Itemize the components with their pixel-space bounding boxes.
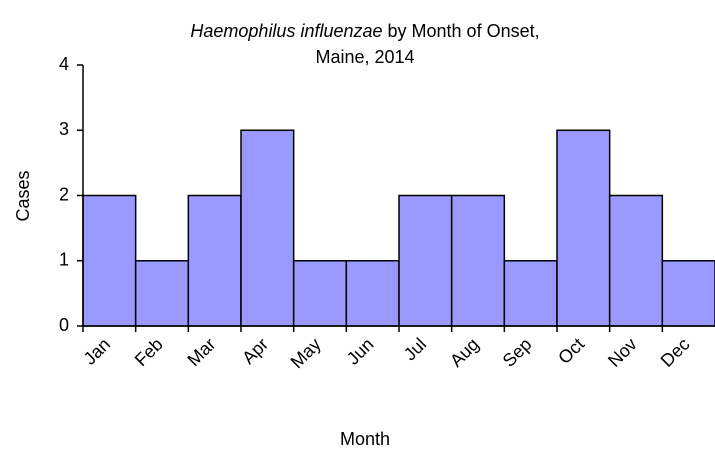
x-tick-label: Apr — [238, 334, 272, 368]
x-tick-label: Feb — [131, 334, 167, 370]
title-italic: Haemophilus influenzae — [190, 21, 382, 41]
x-tick-label: Jan — [80, 334, 115, 369]
y-axis-label: Cases — [13, 170, 33, 221]
bar — [134, 260, 190, 327]
x-tick-label: Dec — [657, 334, 694, 371]
chart-title-line2: Maine, 2014 — [315, 47, 414, 67]
x-tick-label: Mar — [183, 334, 219, 370]
bar — [240, 129, 295, 327]
bar — [187, 194, 242, 327]
x-tick-label: Oct — [554, 334, 588, 368]
x-tick-label: Aug — [446, 334, 483, 371]
x-tick-label: Jul — [400, 334, 430, 364]
bar — [503, 260, 558, 327]
chart-title: Haemophilus influenzae by Month of Onset, — [190, 21, 539, 41]
title-rest: by Month of Onset, — [388, 21, 540, 41]
x-axis-label: Month — [340, 429, 390, 449]
bar — [556, 129, 611, 327]
x-tick-label: Jun — [343, 334, 378, 369]
bar — [608, 194, 664, 327]
x-tick-label: Sep — [499, 334, 536, 371]
y-tick-label: 3 — [59, 119, 69, 139]
bar — [661, 260, 715, 327]
y-tick-label: 2 — [59, 184, 69, 204]
bar — [82, 194, 137, 327]
bar — [345, 260, 400, 327]
bar — [292, 260, 348, 327]
bar — [398, 194, 453, 327]
y-tick-label: 1 — [59, 250, 69, 270]
x-tick-label: May — [287, 334, 325, 372]
y-tick-label: 4 — [59, 54, 69, 74]
y-tick-label: 0 — [59, 315, 69, 335]
x-tick-label: Nov — [604, 334, 641, 371]
bar — [450, 194, 506, 327]
